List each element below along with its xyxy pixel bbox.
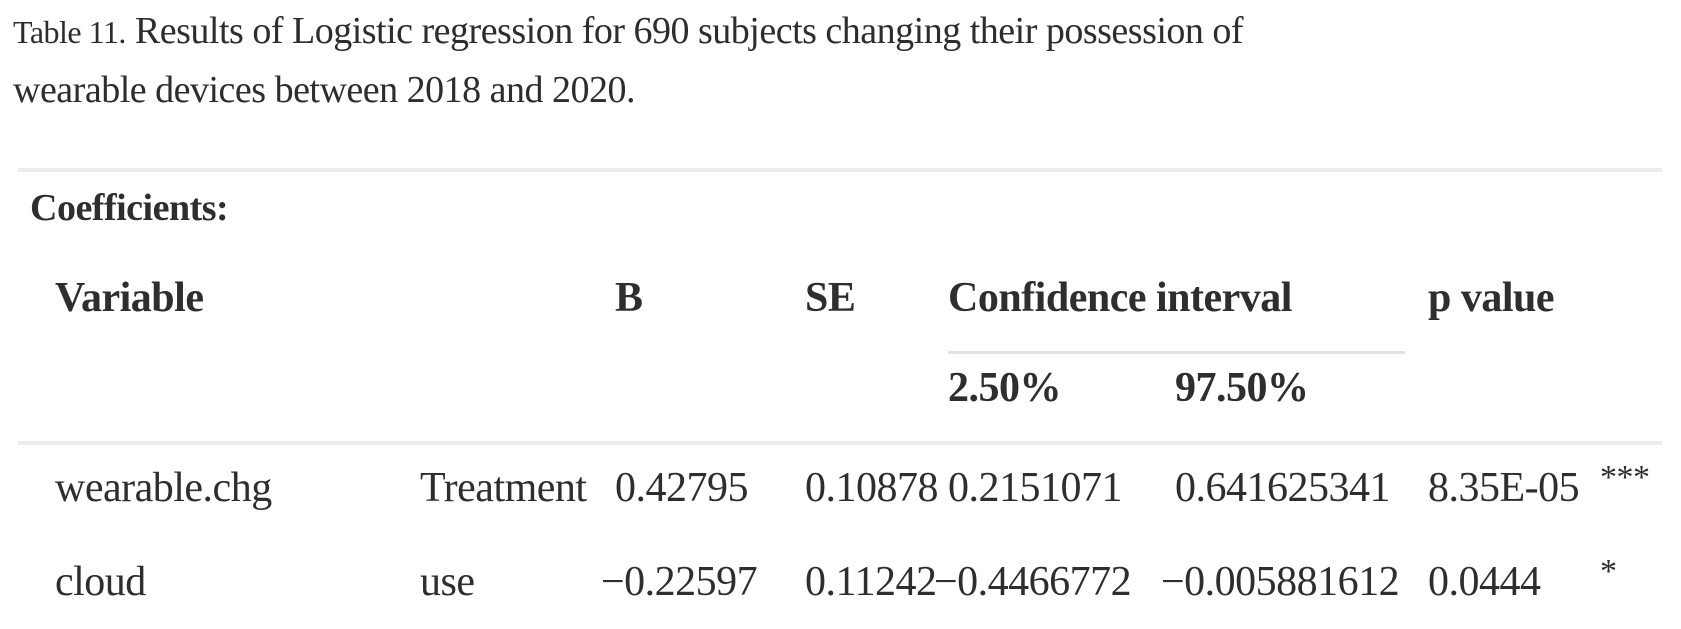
cell-p-value: 8.35E-05 xyxy=(1428,465,1580,511)
cell-variable: cloud xyxy=(55,559,146,605)
table-header-row: Variable B SE Confidence interval p valu… xyxy=(0,272,1681,326)
significance-stars: *** xyxy=(1600,459,1650,496)
cell-b: −0.22597 xyxy=(601,559,758,605)
table-caption-line1: Results of Logistic regression for 690 s… xyxy=(134,10,1244,52)
header-confidence-interval: Confidence interval xyxy=(948,275,1292,321)
header-variable: Variable xyxy=(55,275,204,321)
subheader-ci-low: 2.50% xyxy=(948,365,1062,411)
header-body-divider xyxy=(18,441,1662,445)
cell-level: Treatment xyxy=(420,465,587,511)
significance-stars: * xyxy=(1600,553,1617,590)
table-subheader-row: 2.50% 97.50% xyxy=(0,362,1681,416)
cell-se: 0.10878 xyxy=(805,465,939,511)
confidence-interval-underline xyxy=(948,351,1405,354)
subheader-ci-high: 97.50% xyxy=(1175,365,1309,411)
header-b: B xyxy=(615,275,643,321)
coefficients-heading: Coefficients: xyxy=(30,187,229,229)
table-row: cloud use −0.22597 0.11242 −0.4466772 −0… xyxy=(0,553,1681,610)
header-p-value: p value xyxy=(1428,275,1555,321)
cell-level: use xyxy=(420,559,475,605)
cell-ci-high: 0.641625341 xyxy=(1175,465,1391,511)
cell-p-value: 0.0444 xyxy=(1428,559,1541,605)
cell-ci-low: 0.2151071 xyxy=(948,465,1123,511)
header-se: SE xyxy=(805,275,856,321)
cell-ci-high: −0.005881612 xyxy=(1161,559,1400,605)
cell-se: 0.11242 xyxy=(805,559,937,605)
table-caption-line2: wearable devices between 2018 and 2020. xyxy=(13,69,636,111)
table-row: wearable.chg Treatment 0.42795 0.10878 0… xyxy=(0,459,1681,516)
cell-b: 0.42795 xyxy=(615,465,749,511)
table-number-label: Table 11. xyxy=(13,14,126,50)
cell-variable: wearable.chg xyxy=(55,465,272,511)
table-caption: Table 11. Results of Logistic regression… xyxy=(13,2,1244,119)
top-divider xyxy=(18,168,1662,172)
cell-ci-low: −0.4466772 xyxy=(934,559,1132,605)
